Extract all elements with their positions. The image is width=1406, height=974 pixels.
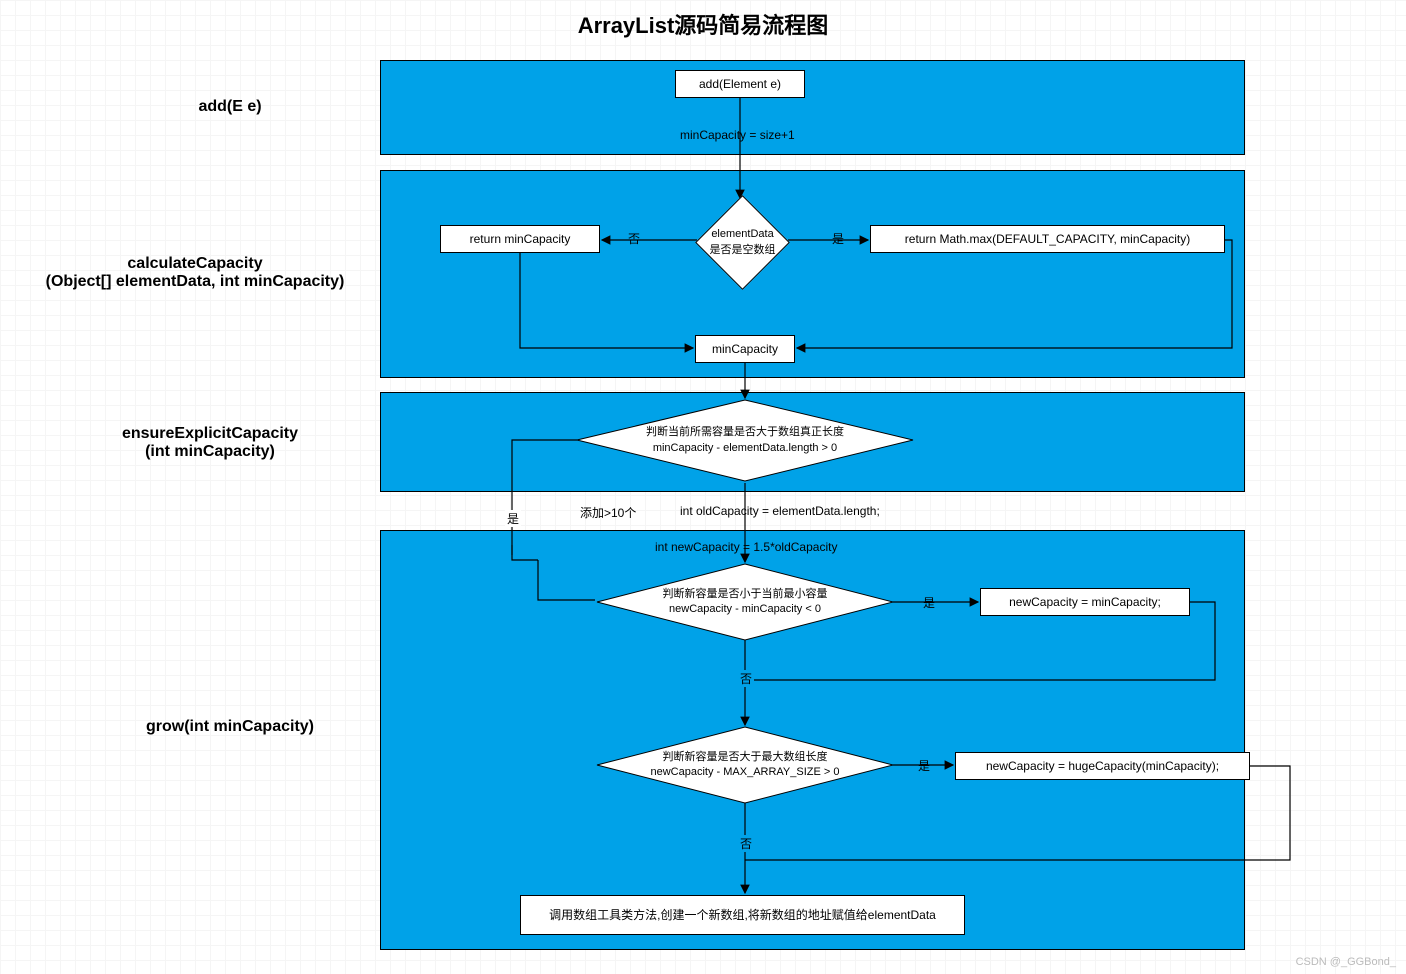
diamond-empty-l1: elementData — [711, 227, 773, 242]
diamond-empty-check: elementData 是否是空数组 — [695, 195, 790, 290]
node-final: 调用数组工具类方法,创建一个新数组,将新数组的地址赋值给elementData — [520, 895, 965, 935]
section-add — [380, 60, 1245, 155]
node-mincap: minCapacity — [695, 335, 795, 363]
node-add-element: add(Element e) — [675, 70, 805, 98]
label-calc-l1: calculateCapacity — [127, 255, 262, 272]
edge-yes-3: 是 — [923, 594, 935, 611]
label-ensure-l2: (int minCapacity) — [145, 443, 275, 460]
diamond-newgt-l2: newCapacity - MAX_ARRAY_SIZE > 0 — [650, 765, 839, 780]
diagram-title: ArrayList源码简易流程图 — [0, 8, 1406, 40]
node-return-mincap: return minCapacity — [440, 225, 600, 253]
label-grow: grow(int minCapacity) — [90, 718, 370, 736]
label-add: add(E e) — [100, 98, 360, 116]
edge-yes-2: 是 — [505, 510, 521, 527]
diamond-empty-l2: 是否是空数组 — [710, 243, 776, 258]
diamond-ensure-l2: minCapacity - elementData.length > 0 — [653, 441, 837, 456]
label-calc: calculateCapacity (Object[] elementData,… — [10, 255, 380, 291]
edge-no-1: 否 — [628, 230, 640, 247]
edge-yes-1: 是 — [832, 230, 844, 247]
section-calc — [380, 170, 1245, 378]
text-mincap-assign: minCapacity = size+1 — [680, 128, 795, 142]
node-newcap-huge: newCapacity = hugeCapacity(minCapacity); — [955, 752, 1250, 780]
diamond-newgt-l1: 判断新容量是否大于最大数组长度 — [663, 750, 828, 765]
diamond-newcap-gt: 判断新容量是否大于最大数组长度 newCapacity - MAX_ARRAY_… — [595, 725, 895, 805]
text-newcap15: int newCapacity = 1.5*oldCapacity — [655, 540, 837, 554]
diamond-newlt-l2: newCapacity - minCapacity < 0 — [669, 602, 821, 617]
diamond-ensure-l1: 判断当前所需容量是否大于数组真正长度 — [646, 425, 844, 440]
text-add10: 添加>10个 — [580, 504, 636, 521]
node-newcap-min: newCapacity = minCapacity; — [980, 588, 1190, 616]
diamond-newlt-l1: 判断新容量是否小于当前最小容量 — [663, 587, 828, 602]
node-return-mathmax: return Math.max(DEFAULT_CAPACITY, minCap… — [870, 225, 1225, 253]
watermark: CSDN @_GGBond_ — [1296, 956, 1396, 968]
label-calc-l2: (Object[] elementData, int minCapacity) — [46, 273, 345, 290]
label-ensure-l1: ensureExplicitCapacity — [122, 425, 298, 442]
text-oldcap: int oldCapacity = elementData.length; — [680, 504, 880, 518]
edge-no-3: 否 — [738, 670, 754, 687]
edge-yes-4: 是 — [918, 757, 930, 774]
edge-no-4: 否 — [738, 835, 754, 852]
diamond-ensure: 判断当前所需容量是否大于数组真正长度 minCapacity - element… — [575, 398, 915, 483]
label-ensure: ensureExplicitCapacity (int minCapacity) — [60, 425, 360, 461]
diamond-newcap-lt: 判断新容量是否小于当前最小容量 newCapacity - minCapacit… — [595, 562, 895, 642]
